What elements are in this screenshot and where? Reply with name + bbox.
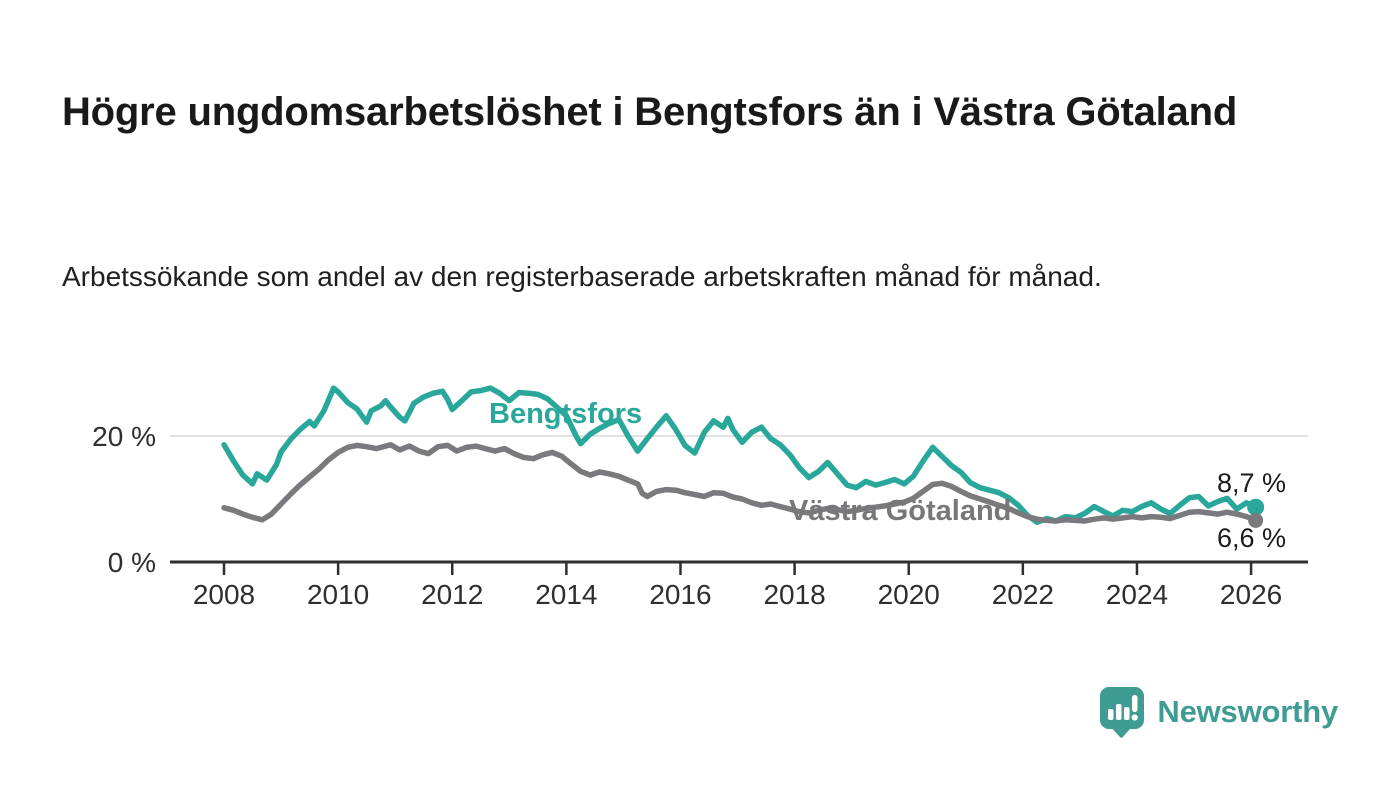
x-tick-label: 2020 bbox=[878, 579, 940, 610]
newsworthy-logo[interactable]: Newsworthy bbox=[1099, 686, 1338, 738]
series-end-value: 6,6 % bbox=[1217, 523, 1286, 553]
y-tick-label: 20 % bbox=[92, 421, 156, 452]
series-line-vastra-gotaland bbox=[221, 442, 1259, 524]
x-tick-label: 2026 bbox=[1220, 579, 1282, 610]
x-tick-label: 2022 bbox=[992, 579, 1054, 610]
newsworthy-bar-chart-bubble-icon bbox=[1099, 686, 1146, 738]
x-tick-label: 2010 bbox=[307, 579, 369, 610]
y-tick-label: 0 % bbox=[108, 547, 156, 578]
series-label-vastra-gotaland: Västra Götaland bbox=[789, 495, 1011, 527]
series-end-value: 8,7 % bbox=[1217, 468, 1286, 498]
series-line-bengtsfors bbox=[221, 385, 1259, 526]
x-tick-label: 2024 bbox=[1106, 579, 1168, 610]
x-tick-label: 2008 bbox=[193, 579, 255, 610]
chart-subtitle: Arbetssökande som andel av den registerb… bbox=[62, 261, 1102, 292]
brand-name: Newsworthy bbox=[1157, 694, 1338, 729]
x-tick-label: 2014 bbox=[535, 579, 597, 610]
series-end-dot-vastra-gotaland bbox=[1248, 512, 1264, 528]
x-tick-label: 2016 bbox=[649, 579, 711, 610]
series-label-bengtsfors: Bengtsfors bbox=[489, 398, 642, 430]
page-title: Högre ungdomsarbetslöshet i Bengtsfors ä… bbox=[62, 89, 1238, 134]
x-tick-label: 2018 bbox=[763, 579, 825, 610]
series-end-dot-bengtsfors bbox=[1247, 498, 1265, 516]
x-tick-label: 2012 bbox=[421, 579, 483, 610]
